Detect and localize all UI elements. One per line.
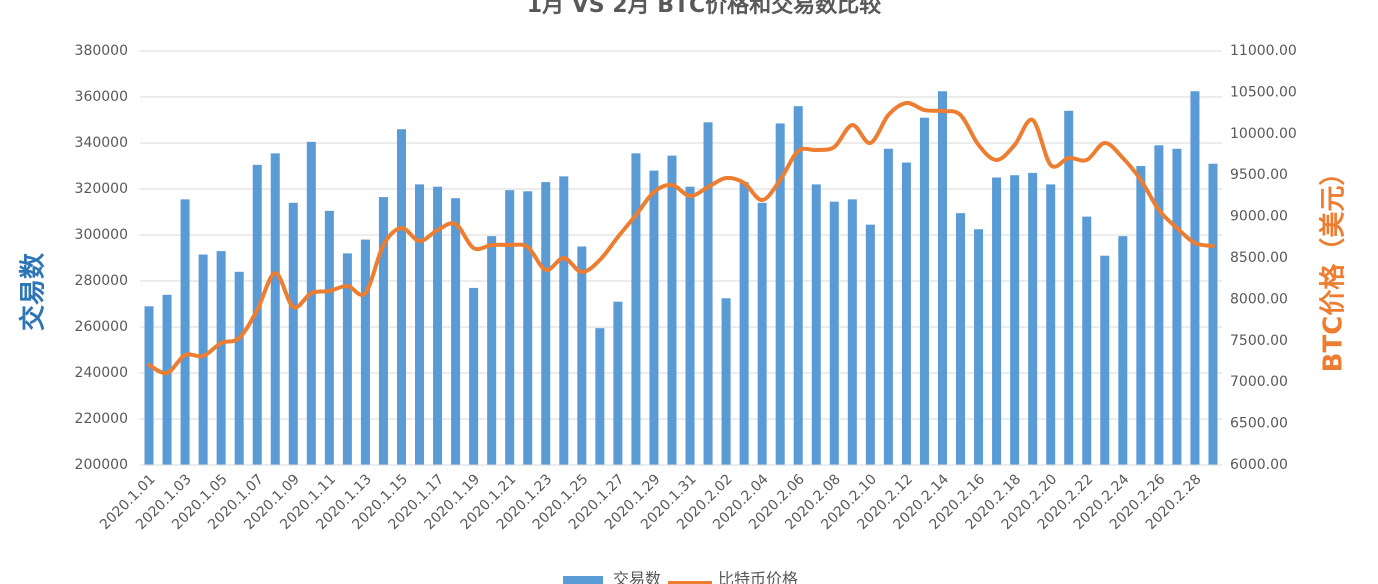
bar (541, 182, 551, 465)
bar (667, 155, 677, 465)
bar (523, 191, 533, 466)
line (147, 100, 1215, 376)
bar (685, 186, 695, 465)
bar (829, 201, 839, 465)
bar (433, 186, 443, 465)
bar (360, 239, 370, 465)
bar (559, 176, 569, 465)
bar (775, 123, 785, 465)
y2-tick-label: 10500.00 (1230, 84, 1297, 100)
bar (793, 106, 803, 465)
legend-swatch (563, 576, 603, 584)
y2-tick-label: 8500.00 (1230, 250, 1288, 266)
y-tick-label: 260000 (75, 319, 128, 335)
y-tick-label: 340000 (75, 135, 128, 151)
y-tick-label: 240000 (75, 365, 128, 381)
bar (451, 198, 461, 465)
bar (415, 184, 425, 465)
y2-tick-label: 6500.00 (1230, 416, 1288, 432)
bar (469, 287, 479, 465)
bar (487, 236, 497, 465)
legend-label: 比特币价格 (718, 570, 798, 584)
y2-tick-label: 7000.00 (1230, 374, 1288, 390)
bar (1208, 163, 1218, 465)
y2-tick-label: 9500.00 (1230, 167, 1288, 183)
y2-tick-label: 6000.00 (1230, 457, 1288, 473)
bar (703, 122, 713, 466)
bar (865, 224, 875, 465)
bar (1190, 91, 1200, 465)
y-tick-label: 300000 (75, 227, 128, 243)
bar (1100, 255, 1110, 465)
y2-tick-label: 10000.00 (1230, 126, 1297, 142)
y2-tick-label: 11000.00 (1230, 43, 1297, 59)
y-tick-label: 280000 (75, 273, 128, 289)
bar (1064, 110, 1074, 466)
y-tick-label: 380000 (75, 43, 128, 59)
bar (811, 184, 821, 465)
bar (1136, 166, 1146, 465)
y-tick-label: 220000 (75, 411, 128, 427)
bar (1028, 172, 1038, 465)
bar (901, 162, 911, 466)
bar (252, 164, 262, 465)
bar (847, 199, 857, 465)
bar (721, 298, 731, 465)
bar (1010, 175, 1020, 465)
bar (595, 328, 605, 465)
bar (1046, 184, 1056, 465)
bar (396, 129, 406, 465)
bar (505, 190, 515, 465)
bar (992, 177, 1002, 465)
bar (649, 170, 659, 465)
bar (1082, 216, 1092, 465)
bar (937, 91, 947, 465)
bar (306, 141, 316, 465)
bar (180, 199, 190, 465)
y-axis-title: 交易数 (18, 252, 49, 331)
bar (288, 202, 298, 466)
bar (577, 246, 587, 465)
bar (739, 182, 749, 465)
bar (1172, 148, 1182, 465)
bar (342, 253, 352, 465)
y-tick-label: 360000 (75, 89, 128, 105)
y2-axis-title: BTC价格（美元） (1318, 160, 1349, 373)
y-tick-label: 320000 (75, 181, 128, 197)
bar (956, 213, 966, 465)
bar (324, 210, 334, 465)
legend-label: 交易数 (613, 570, 661, 584)
bar (234, 271, 244, 465)
bar (631, 153, 641, 465)
chart-title: 1月 VS 2月 BTC价格和交易数比较 (527, 0, 881, 18)
bar (162, 294, 172, 465)
bar (757, 202, 767, 466)
bar (883, 148, 893, 465)
bar (919, 117, 929, 465)
y2-tick-label: 9000.00 (1230, 209, 1288, 225)
bar (974, 229, 984, 465)
bar (378, 197, 388, 466)
bar (144, 306, 154, 465)
y2-tick-label: 7500.00 (1230, 333, 1288, 349)
bar (216, 251, 226, 465)
bar (1118, 236, 1128, 465)
bar (198, 254, 208, 465)
bar (613, 301, 623, 465)
bar (270, 153, 280, 465)
bar (1154, 145, 1164, 466)
y2-tick-label: 8000.00 (1230, 291, 1288, 307)
y-tick-label: 200000 (75, 457, 128, 473)
